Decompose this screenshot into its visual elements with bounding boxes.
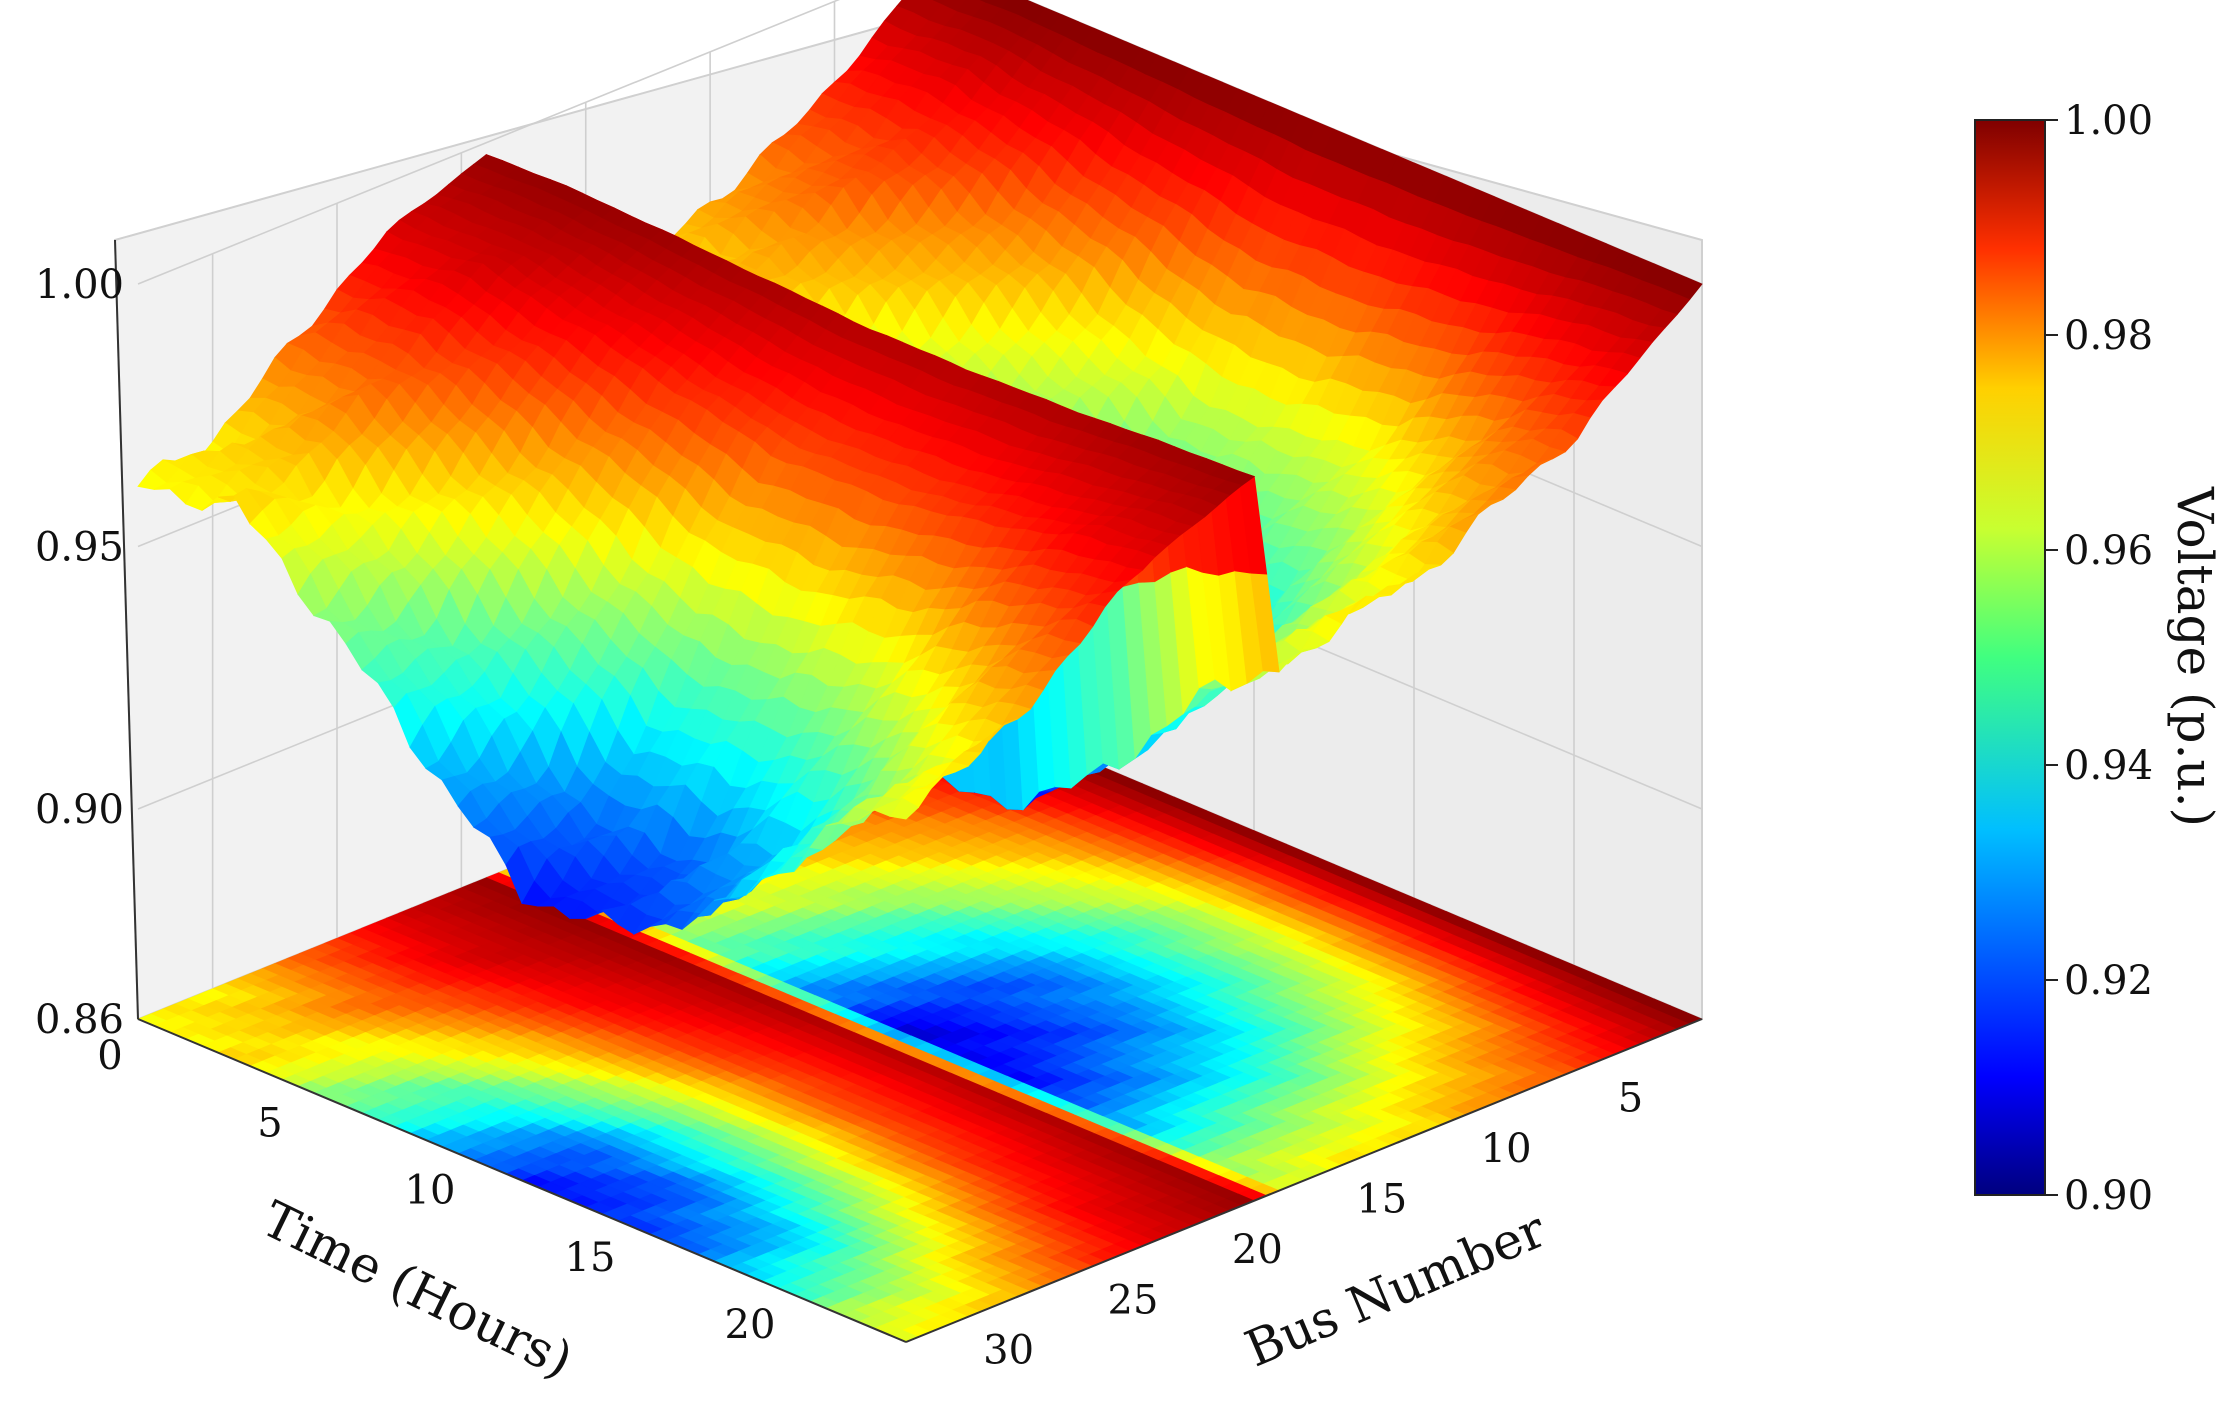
grid-line-z [137,0,841,285]
